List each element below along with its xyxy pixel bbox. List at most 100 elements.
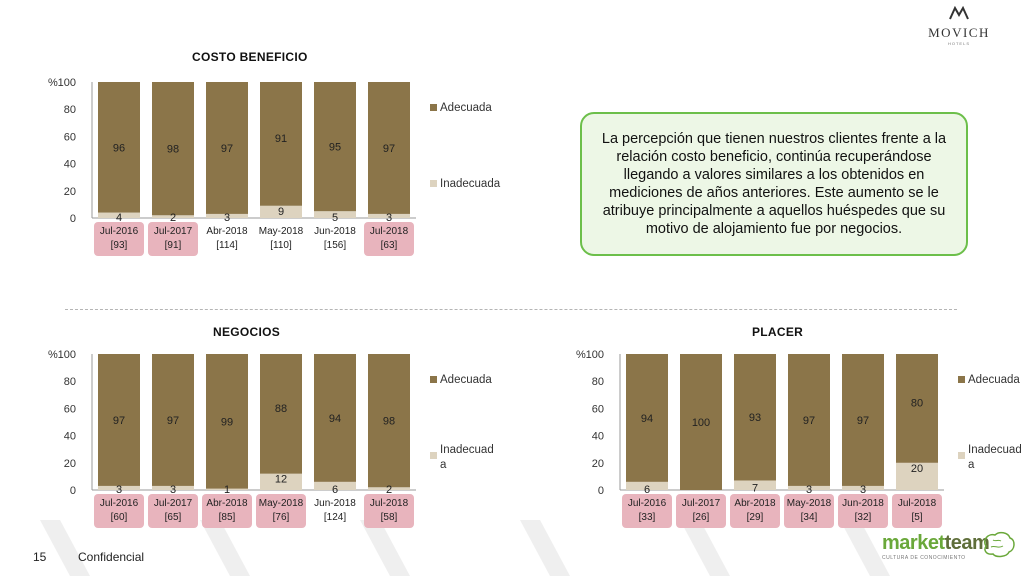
data-label-inadecuada: 9	[278, 206, 284, 218]
sample-size-label: [34]	[801, 512, 818, 523]
bar-inadecuada	[152, 485, 194, 490]
y-tick-label: 40	[592, 431, 604, 443]
movich-logo: MOVICH HOTELS	[924, 5, 994, 46]
bar-adecuada	[98, 354, 140, 486]
y-tick-label: 100	[586, 349, 604, 361]
y-tick-label: 0	[70, 485, 76, 497]
category-highlight	[256, 494, 306, 528]
bar-adecuada	[260, 354, 302, 474]
chart-title-costo-beneficio: COSTO BENEFICIO	[192, 50, 308, 64]
bar-adecuada	[152, 354, 194, 486]
data-label-adecuada: 88	[275, 403, 287, 415]
category-highlight	[148, 222, 198, 256]
sample-size-label: [110]	[270, 240, 292, 251]
category-highlight	[892, 494, 942, 528]
insight-callout: La percepción que tienen nuestros client…	[580, 112, 968, 256]
x-tick-label: Jun-2018	[314, 498, 356, 509]
bar-adecuada	[788, 354, 830, 486]
sample-size-label: [76]	[273, 512, 290, 523]
x-tick-label: May-2018	[787, 498, 832, 509]
category-highlight	[784, 494, 834, 528]
data-label-adecuada: 80	[911, 397, 923, 409]
sample-size-label: [33]	[639, 512, 656, 523]
x-tick-label: Jul-2016	[628, 498, 667, 509]
sample-size-label: [58]	[381, 512, 398, 523]
category-highlight	[364, 222, 414, 256]
y-tick-label: 20	[592, 458, 604, 470]
bar-adecuada	[896, 354, 938, 463]
bar-adecuada	[98, 82, 140, 213]
bar-inadecuada	[896, 462, 938, 490]
y-tick-label: 80	[64, 376, 76, 388]
legend-label-inadecuada-wrap: a	[440, 459, 447, 471]
chart-placer: 0 20 40 60 80 100% 94 6 Jul-2016 [33] 100 Jul-2017 […	[576, 349, 1022, 528]
bar-adecuada	[206, 354, 248, 489]
data-label-adecuada: 97	[113, 415, 125, 427]
sample-size-label: [124]	[324, 512, 346, 523]
legend-label-inadecuada: Inadecuad	[968, 444, 1022, 456]
x-tick-label: Jun-2018	[314, 226, 356, 237]
sample-size-label: [156]	[324, 240, 346, 251]
legend-swatch-adecuada	[430, 104, 437, 111]
data-label-adecuada: 100	[692, 417, 710, 429]
y-tick-label: 80	[64, 104, 76, 116]
data-label-inadecuada: 3	[224, 212, 230, 224]
bar-adecuada	[842, 354, 884, 486]
sample-size-label: [26]	[693, 512, 710, 523]
sample-size-label: [91]	[165, 240, 182, 251]
data-label-adecuada: 93	[749, 412, 761, 424]
category-highlight	[202, 494, 252, 528]
data-label-adecuada: 96	[113, 142, 125, 154]
y-tick-label: 0	[70, 213, 76, 225]
data-label-inadecuada: 3	[806, 484, 812, 496]
sample-size-label: [114]	[216, 240, 238, 251]
bar-inadecuada	[788, 485, 830, 490]
brand-sub: HOTELS	[947, 41, 970, 46]
partner-name-market: market	[882, 532, 945, 554]
x-tick-label: Abr-2018	[734, 498, 776, 509]
x-tick-label: Jun-2018	[842, 498, 884, 509]
bar-adecuada	[314, 82, 356, 212]
y-tick-label: 40	[64, 431, 76, 443]
bar-inadecuada	[260, 473, 302, 490]
category-highlight	[676, 494, 726, 528]
sample-size-label: [93]	[111, 240, 128, 251]
bar-inadecuada	[314, 481, 356, 490]
data-label-adecuada: 91	[275, 133, 287, 145]
category-highlight	[622, 494, 672, 528]
y-tick-label: 80	[592, 376, 604, 388]
y-axis-label: %	[48, 77, 58, 89]
bar-inadecuada	[206, 488, 248, 490]
data-label-inadecuada: 3	[170, 484, 176, 496]
data-label-inadecuada: 3	[860, 484, 866, 496]
data-label-adecuada: 97	[167, 415, 179, 427]
movich-emblem-icon	[949, 5, 969, 20]
bar-inadecuada	[206, 213, 248, 218]
confidential-label: Confidencial	[78, 550, 145, 564]
data-label-inadecuada: 12	[275, 474, 287, 486]
legend-label-adecuada: Adecuada	[440, 102, 492, 114]
legend-swatch-adecuada	[958, 376, 965, 383]
category-highlight	[838, 494, 888, 528]
bar-adecuada	[368, 82, 410, 214]
brain-icon	[983, 531, 1015, 558]
chart-title-negocios: NEGOCIOS	[213, 325, 281, 339]
x-tick-label: Jul-2016	[100, 226, 139, 237]
x-tick-label: Jul-2016	[100, 498, 139, 509]
legend-swatch-adecuada	[430, 376, 437, 383]
bar-adecuada	[368, 354, 410, 488]
bar-adecuada	[680, 354, 722, 490]
data-label-inadecuada: 5	[332, 212, 338, 224]
y-tick-label: 40	[64, 159, 76, 171]
bar-inadecuada	[98, 485, 140, 490]
bar-inadecuada	[98, 212, 140, 218]
brand-name: MOVICH	[928, 25, 990, 40]
data-label-adecuada: 94	[329, 413, 341, 425]
y-tick-label: 0	[598, 485, 604, 497]
data-label-inadecuada: 6	[332, 484, 338, 496]
x-tick-label: Jul-2017	[682, 498, 721, 509]
legend-swatch-inadecuada	[430, 452, 437, 459]
x-tick-label: May-2018	[259, 226, 304, 237]
category-highlight	[94, 494, 144, 528]
data-label-inadecuada: 4	[116, 212, 122, 224]
